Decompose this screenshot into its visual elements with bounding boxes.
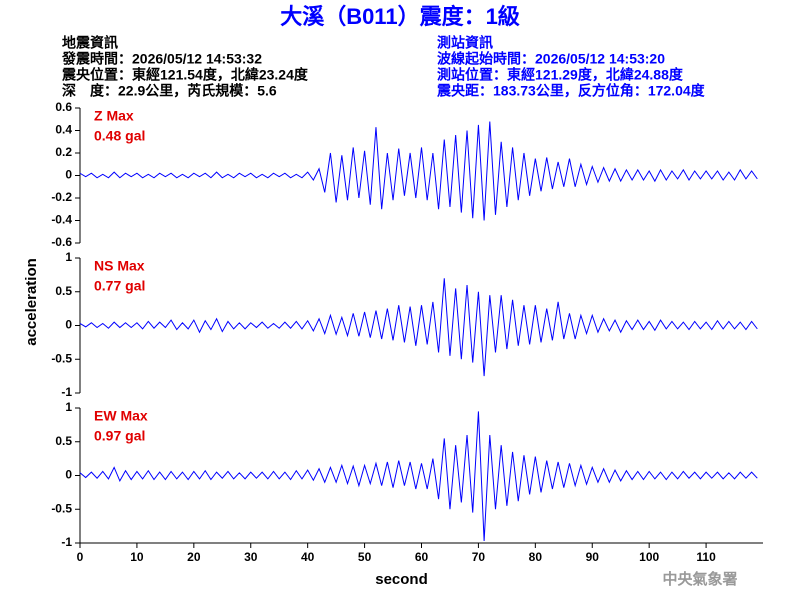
x-tick-label: 100 [639,550,659,564]
y-tick-label: -0.5 [51,351,72,365]
x-tick-label: 10 [130,550,144,564]
y-tick-label: 0.5 [55,284,72,298]
y-tick-label: 0 [65,318,72,332]
info-line: 測站位置：東經121.29度，北緯24.88度 [437,67,684,83]
x-tick-label: 80 [529,550,543,564]
max-label: 0.97 gal [94,428,145,444]
y-tick-label: 0.2 [55,145,72,159]
info-line: 測站資訊 [437,35,493,51]
page-title: 大溪（B011）震度：1級 [280,4,520,29]
info-line: 深 度：22.9公里，芮氏規模：5.6 [62,83,277,99]
x-tick-label: 0 [77,550,84,564]
info-line: 波線起始時間：2026/05/12 14:53:20 [437,51,665,67]
x-tick-label: 110 [696,550,716,564]
y-tick-label: 1 [65,400,72,414]
y-tick-label: -0.5 [51,501,72,515]
y-tick-label: -0.4 [51,213,72,227]
max-label: 0.48 gal [94,128,145,144]
waveform [79,411,758,542]
y-tick-label: -1 [61,385,72,399]
y-tick-label: 0.5 [55,434,72,448]
x-tick-label: 60 [415,550,429,564]
y-tick-label: 0 [65,468,72,482]
x-tick-label: 50 [358,550,372,564]
y-tick-label: 0.6 [55,100,72,114]
info-line: 地震資訊 [62,35,118,51]
y-tick-label: 0.4 [55,123,72,137]
x-tick-label: 90 [586,550,600,564]
y-tick-label: -1 [61,535,72,549]
x-tick-label: 40 [301,550,315,564]
footer: 中央氣象署 [662,570,737,588]
channel-label: EW Max [94,408,148,424]
channel-label: NS Max [94,258,145,274]
x-tick-label: 20 [187,550,201,564]
x-tick-label: 30 [244,550,258,564]
x-axis-label: second [375,571,428,588]
y-axis-label: acceleration [23,258,40,346]
x-tick-label: 70 [472,550,486,564]
y-tick-label: 1 [65,250,72,264]
y-tick-label: -0.2 [51,190,72,204]
info-line: 震央位置：東經121.54度，北緯23.24度 [61,67,309,83]
channel-label: Z Max [94,108,134,124]
info-line: 震央距：183.73公里，反方位角：172.04度 [436,83,706,99]
y-tick-label: -0.6 [51,235,72,249]
waveform [79,278,758,377]
info-line: 發震時間：2026/05/12 14:53:32 [61,51,262,67]
waveform [79,121,758,221]
y-tick-label: 0 [65,168,72,182]
max-label: 0.77 gal [94,278,145,294]
